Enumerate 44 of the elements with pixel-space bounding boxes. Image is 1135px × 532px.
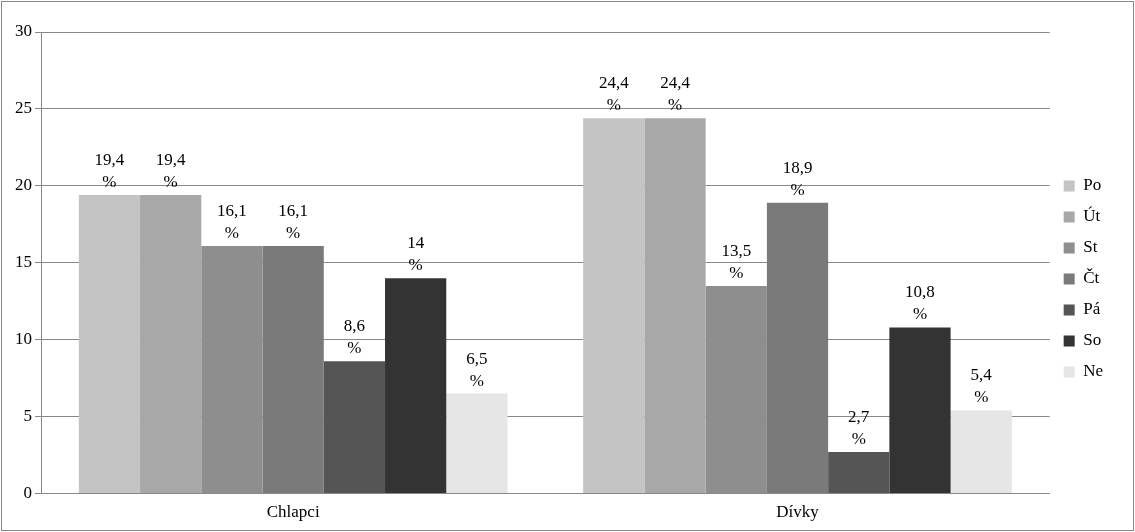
bar [385, 278, 447, 494]
bar [201, 245, 263, 494]
legend-label: St [1083, 237, 1098, 257]
y-tick-label: 15 [15, 252, 32, 272]
data-label: 10,8 % [905, 282, 935, 324]
bar [889, 327, 951, 494]
legend-label: Čt [1083, 268, 1100, 288]
legend-label: Pá [1083, 299, 1101, 319]
y-tick-label: 20 [15, 175, 32, 195]
data-label: 16,1 % [278, 200, 309, 242]
bar [140, 195, 202, 494]
data-label: 14 % [407, 233, 425, 275]
data-label: 6,5 % [466, 348, 488, 390]
data-label: 24,4 % [660, 73, 691, 115]
legend-label: So [1083, 330, 1102, 350]
data-label: 2,7 % [848, 407, 870, 449]
data-label: 19,4 % [94, 150, 125, 192]
data-label: 5,4 % [970, 365, 993, 407]
x-tick-label: Dívky [776, 502, 820, 522]
bar [766, 202, 829, 494]
bar [446, 393, 508, 494]
legend-label: Út [1083, 206, 1101, 226]
bar [644, 118, 706, 494]
legend-label: Ne [1083, 361, 1104, 381]
bar [262, 245, 324, 494]
data-label: 24,4 % [598, 73, 630, 115]
x-tick-label: Chlapci [266, 502, 320, 522]
bar [828, 452, 890, 494]
y-tick-label: 0 [23, 483, 32, 503]
legend-label: Po [1083, 175, 1102, 195]
data-label: 8,6 % [343, 316, 366, 358]
bar [950, 410, 1012, 494]
data-label: 16,1 % [217, 200, 247, 242]
bar [705, 285, 767, 494]
y-tick-label: 10 [15, 329, 32, 349]
data-label: 13,5 % [721, 240, 752, 282]
bar [78, 195, 141, 494]
data-label: 19,4 % [155, 150, 187, 192]
bar [583, 118, 645, 494]
y-tick-label: 30 [15, 21, 32, 41]
y-tick-label: 25 [15, 98, 32, 118]
y-tick-label: 5 [23, 406, 32, 426]
bar [323, 361, 386, 494]
data-label: 18,9 % [782, 157, 813, 199]
